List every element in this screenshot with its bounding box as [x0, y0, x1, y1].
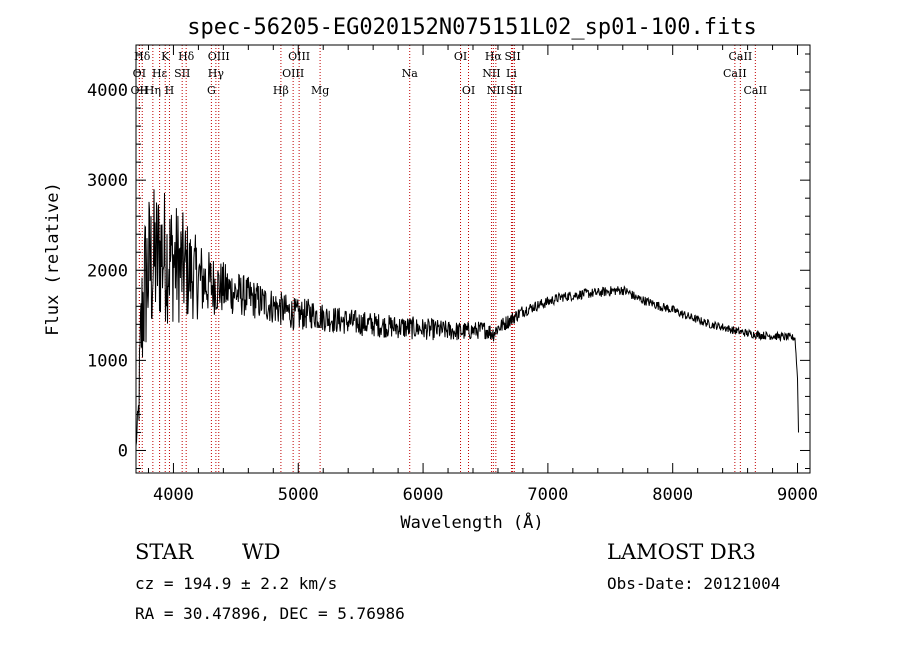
spectral-line-label-20: H — [165, 84, 175, 97]
spectral-line-label-26: SII — [506, 84, 522, 97]
spectral-line-label-10: Hε — [152, 67, 168, 80]
plot-frame — [135, 44, 811, 474]
y-tick-label-3: 3000 — [87, 171, 128, 191]
spectral-line-label-21: G — [207, 84, 216, 97]
y-axis-label: Flux (relative) — [43, 182, 63, 336]
spectral-line-label-1: K — [161, 50, 170, 63]
redshift-value: cz = 194.9 ± 2.2 km/s — [135, 574, 338, 593]
x-tick-label-5: 9000 — [777, 485, 818, 505]
chart-title: spec-56205-EG020152N075151L02_sp01-100.f… — [187, 15, 757, 40]
axis-ticks: 4000 5000 6000 7000 8000 9000 0 1000 2000 3000 400… — [87, 45, 818, 505]
coordinates: RA = 30.47896, DEC = 5.76986 — [135, 604, 405, 623]
spectral-line-label-16: Li — [506, 67, 517, 80]
spectral-line-label-7: SII — [504, 50, 520, 63]
survey-name: LAMOST DR3 — [607, 540, 756, 564]
spectral-line-label-12: Hγ — [208, 67, 225, 80]
spectral-line-label-5: OI — [454, 50, 467, 63]
y-tick-label-4: 4000 — [87, 81, 128, 101]
spectral-line-label-22: Hβ — [273, 84, 289, 97]
spectral-line-label-25: NII — [487, 84, 505, 97]
observation-date: Obs-Date: 20121004 — [607, 574, 781, 593]
spectral-line-label-19: Hη — [145, 84, 161, 97]
y-tick-label-2: 2000 — [87, 261, 128, 281]
spectral-line-label-3: OIII — [208, 50, 230, 63]
spectral-line-label-27: CaII — [743, 84, 767, 97]
y-tick-label-1: 1000 — [87, 351, 128, 371]
object-class: STAR — [135, 540, 194, 564]
x-tick-label-4: 8000 — [652, 485, 693, 505]
spectral-line-label-6: Hα — [485, 50, 503, 63]
spectral-line-label-11: SII — [174, 67, 190, 80]
x-axis-label: Wavelength (Å) — [400, 511, 543, 533]
spectral-line-label-2: Hδ — [178, 50, 195, 63]
spectral-line-label-15: NII — [482, 67, 500, 80]
object-subclass: WD — [242, 540, 281, 564]
spectral-line-label-24: OI — [462, 84, 475, 97]
spectral-line-label-4: OIII — [288, 50, 310, 63]
spectral-line-label-23: Mg — [311, 84, 329, 97]
spectral-line-label-14: Na — [402, 67, 419, 80]
x-tick-label-1: 5000 — [278, 485, 319, 505]
x-tick-label-2: 6000 — [403, 485, 444, 505]
spectral-line-label-17: CaII — [723, 67, 747, 80]
x-tick-label-3: 7000 — [527, 485, 568, 505]
spectral-line-label-0: Hδ — [134, 50, 151, 63]
x-tick-label-0: 4000 — [153, 485, 194, 505]
spectral-line-label-8: CaII — [729, 50, 753, 63]
spectral-line-label-9: OI — [133, 67, 146, 80]
spectral-line-markers — [138, 45, 756, 473]
spectral-line-label-13: OIII — [282, 67, 304, 80]
spectrum-series-line — [135, 189, 799, 447]
y-tick-label-0: 0 — [118, 441, 128, 461]
